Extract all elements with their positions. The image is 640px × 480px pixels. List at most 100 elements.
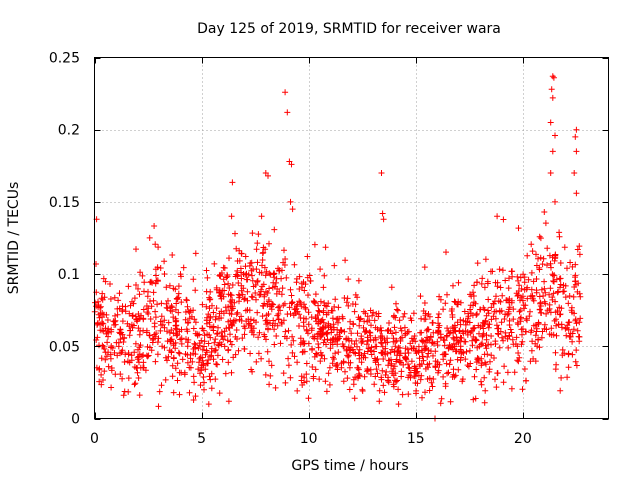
data-point	[519, 338, 526, 345]
data-point	[470, 333, 477, 340]
data-point	[496, 266, 503, 273]
data-point	[201, 338, 208, 345]
data-point	[206, 296, 213, 303]
data-point	[480, 330, 487, 337]
data-point	[361, 350, 368, 357]
data-point	[163, 284, 170, 291]
data-point	[386, 320, 392, 326]
data-point	[151, 323, 158, 330]
data-point	[241, 331, 248, 338]
data-point	[547, 170, 554, 176]
data-point	[377, 333, 384, 340]
data-point	[483, 345, 490, 352]
data-point	[320, 284, 327, 291]
data-point	[120, 339, 127, 345]
data-point	[124, 358, 131, 365]
data-point	[285, 362, 292, 369]
data-point	[217, 271, 223, 278]
axis-ticks	[94, 57, 609, 420]
data-point	[488, 304, 495, 311]
data-point	[564, 374, 571, 381]
data-point	[99, 320, 106, 327]
data-point	[457, 357, 464, 364]
data-point	[390, 381, 397, 388]
data-point	[518, 314, 524, 321]
data-point	[471, 282, 478, 289]
data-point	[294, 359, 301, 366]
data-point	[467, 306, 473, 313]
data-point	[453, 341, 460, 348]
data-point	[152, 358, 159, 365]
data-point	[422, 365, 429, 372]
data-point	[300, 279, 307, 286]
data-point	[381, 389, 388, 396]
data-point	[407, 369, 414, 376]
data-point	[126, 310, 133, 317]
data-point	[479, 332, 486, 339]
data-point	[478, 381, 485, 388]
data-point	[268, 306, 275, 313]
data-point	[99, 314, 106, 321]
data-point	[460, 350, 467, 356]
data-point	[564, 265, 570, 272]
data-point	[271, 341, 278, 348]
data-point	[288, 292, 295, 299]
data-point	[500, 216, 507, 223]
data-point	[538, 334, 545, 341]
data-point	[488, 333, 495, 339]
data-point	[454, 356, 461, 363]
data-point	[219, 356, 226, 363]
data-point	[569, 338, 576, 345]
data-point	[422, 389, 428, 396]
data-point	[149, 339, 156, 346]
data-point	[549, 271, 556, 278]
data-point	[179, 356, 186, 363]
data-point	[191, 316, 198, 323]
data-point	[191, 379, 198, 386]
data-point	[206, 305, 213, 312]
data-point	[149, 279, 156, 286]
data-point	[442, 351, 449, 358]
data-point	[248, 366, 255, 373]
data-point	[541, 209, 548, 215]
data-point	[263, 288, 269, 295]
data-point	[400, 313, 407, 320]
data-point	[384, 335, 391, 342]
data-point	[228, 341, 235, 348]
data-point	[363, 327, 370, 334]
data-point	[238, 250, 245, 257]
data-point	[481, 374, 488, 381]
data-point	[275, 316, 282, 323]
data-point	[390, 313, 397, 320]
data-point	[364, 367, 371, 374]
data-point	[322, 244, 329, 251]
data-point	[376, 387, 383, 394]
data-point	[315, 330, 322, 337]
data-point	[464, 331, 471, 338]
data-point	[151, 223, 158, 229]
data-point	[224, 337, 231, 344]
data-point	[104, 317, 111, 323]
data-point	[293, 303, 300, 309]
y-tick-label: 0.2	[58, 123, 80, 139]
data-point	[413, 390, 419, 397]
data-point	[425, 311, 432, 317]
data-point	[117, 336, 124, 343]
data-point	[345, 276, 352, 283]
data-point	[136, 291, 143, 298]
data-point	[125, 388, 132, 395]
data-point	[278, 291, 285, 298]
data-point	[96, 365, 103, 372]
data-point	[164, 328, 170, 335]
data-point	[511, 369, 518, 376]
data-point	[194, 330, 201, 337]
data-point	[335, 304, 342, 311]
data-point	[170, 285, 177, 292]
data-point	[140, 364, 146, 371]
data-point	[430, 352, 436, 359]
data-point	[170, 314, 177, 321]
data-point	[444, 291, 450, 298]
data-point	[504, 311, 511, 318]
data-point	[185, 336, 192, 343]
data-point	[222, 370, 229, 377]
